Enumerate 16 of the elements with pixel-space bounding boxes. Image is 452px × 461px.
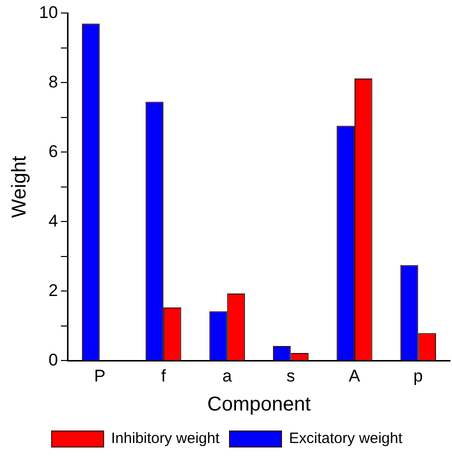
- y-axis-title: Weight: [8, 156, 31, 218]
- y-tick-label: 0: [48, 350, 58, 370]
- y-tick-label: 4: [48, 211, 58, 230]
- x-tick-label: P: [94, 366, 106, 386]
- y-tick-label: 10: [38, 2, 58, 22]
- x-tick-label: A: [348, 366, 361, 386]
- x-tick-label: f: [161, 366, 166, 386]
- legend-label: Inhibitory weight: [111, 430, 220, 448]
- legend-label: Excitatory weight: [289, 430, 404, 448]
- y-tick-label: 2: [48, 280, 58, 300]
- x-tick-label: a: [222, 366, 232, 386]
- x-axis-title: Component: [207, 394, 312, 416]
- y-tick-label: 6: [48, 142, 58, 161]
- y-tick-label: 8: [48, 72, 58, 92]
- x-tick-label: p: [413, 366, 423, 386]
- x-tick-label: s: [286, 366, 296, 386]
